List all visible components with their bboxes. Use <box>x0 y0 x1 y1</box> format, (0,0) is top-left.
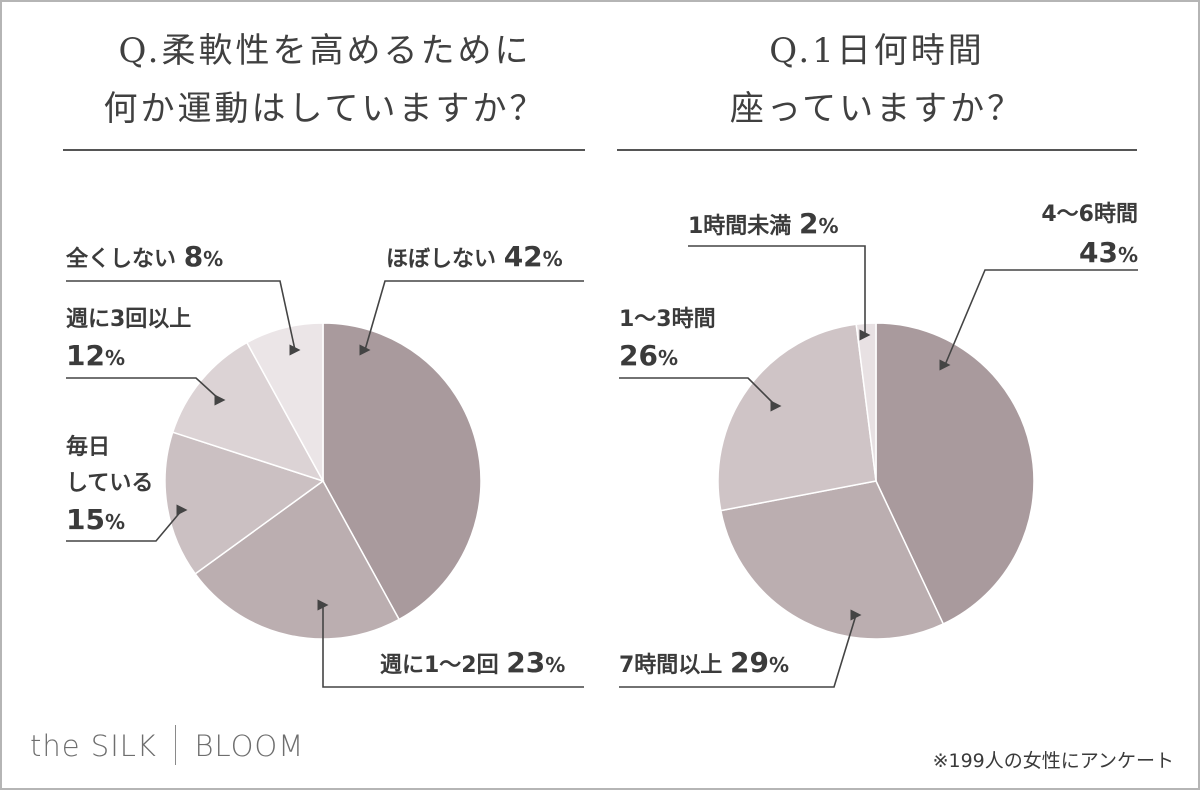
right-chart-title: Q.1日何時間 座っていますか？ <box>612 22 1142 138</box>
label-shu-3kai: 週に3回以上 12% <box>66 302 191 377</box>
left-pie-slice-3 <box>171 341 325 483</box>
right-pie-chart <box>717 322 1035 640</box>
label-1-3-jikan: 1〜3時間 26% <box>619 302 716 377</box>
label-h46-unit: % <box>1117 243 1138 267</box>
right-pie-slice-0 <box>875 322 1035 625</box>
label-h1-unit: % <box>818 214 839 238</box>
left-title-line-1: Q.柔軟性を高めるために <box>118 31 532 71</box>
leader-shu3 <box>66 377 226 406</box>
label-h13-name: 1〜3時間 <box>619 307 716 332</box>
brand-logo-left: the SILK <box>30 729 157 763</box>
leader-mainichi <box>66 504 188 542</box>
label-hobo-name: ほぼしない <box>386 247 497 272</box>
right-pie-slice-3 <box>855 322 877 482</box>
label-shu3-name: 週に3回以上 <box>66 307 192 332</box>
label-4-6-jikan: 4〜6時間 43% <box>1020 196 1138 275</box>
brand-logo-right: BLOOM <box>194 729 305 763</box>
label-shu12-num: 23 <box>506 646 546 679</box>
label-h7-name: 7時間以上 <box>619 653 723 678</box>
leader-shu12 <box>317 599 584 688</box>
left-pie-slice-2 <box>164 431 325 575</box>
left-pie-slice-0 <box>322 322 482 621</box>
leader-mattaku <box>66 280 301 356</box>
label-h46-name: 4〜6時間 <box>1041 202 1138 227</box>
label-shu12-name: 週に1〜2回 <box>380 653 499 678</box>
leader-lines <box>66 245 1138 688</box>
label-shu-12kai: 週に1〜2回 23% <box>380 646 565 679</box>
leader-hobo <box>359 280 584 356</box>
brand-logo-divider <box>174 725 177 765</box>
leader-h7 <box>619 609 862 688</box>
label-1jikan-miman: 1時間未満 2% <box>688 207 839 240</box>
label-h46-num: 43 <box>1078 236 1118 269</box>
right-title-line-2: 座っていますか？ <box>729 89 1025 129</box>
leader-h46 <box>939 269 1138 371</box>
label-hobo-shinai: ほぼしない 42% <box>386 240 563 273</box>
left-pie-slice-4 <box>245 322 324 482</box>
right-title-rule <box>617 149 1137 151</box>
label-mattaku-shinai: 全くしない 8% <box>66 240 223 273</box>
label-h13-unit: % <box>657 346 679 370</box>
right-title-line-1: Q.1日何時間 <box>769 31 985 71</box>
left-chart-title: Q.柔軟性を高めるために 何か運動はしていますか？ <box>60 22 590 138</box>
label-hobo-unit: % <box>542 247 563 271</box>
label-mainichi-num: 15 <box>66 503 105 536</box>
label-h1-num: 2 <box>798 207 819 240</box>
label-mainichi-unit: % <box>104 510 126 534</box>
right-pie-slice-1 <box>719 480 945 640</box>
label-hobo-num: 42 <box>503 240 543 273</box>
left-pie-slice-1 <box>194 479 401 640</box>
label-mattaku-name: 全くしない <box>66 247 177 272</box>
label-mattaku-unit: % <box>203 247 224 271</box>
label-7jikan-ijo: 7時間以上 29% <box>619 646 789 679</box>
label-shu3-unit: % <box>104 346 126 370</box>
label-h7-num: 29 <box>729 646 769 679</box>
label-mainichi-name-2: している <box>66 471 154 496</box>
label-shu3-num: 12 <box>66 339 105 372</box>
survey-footnote: ※199人の女性にアンケート <box>932 750 1174 772</box>
brand-logo: the SILK BLOOM <box>30 725 305 768</box>
leader-h13 <box>619 377 782 412</box>
label-mainichi-name-1: 毎日 <box>66 435 111 460</box>
left-title-line-2: 何か運動はしていますか？ <box>103 89 547 129</box>
label-shu12-unit: % <box>545 653 566 677</box>
right-pie-slice-2 <box>717 323 877 512</box>
label-mainichi: 毎日 している 15% <box>66 430 153 541</box>
left-pie-chart <box>164 322 482 640</box>
leader-h1 <box>688 245 871 341</box>
label-mattaku-num: 8 <box>183 240 204 273</box>
label-h1-name: 1時間未満 <box>688 214 792 239</box>
left-title-rule <box>63 149 585 151</box>
label-h7-unit: % <box>768 653 789 677</box>
label-h13-num: 26 <box>619 339 658 372</box>
